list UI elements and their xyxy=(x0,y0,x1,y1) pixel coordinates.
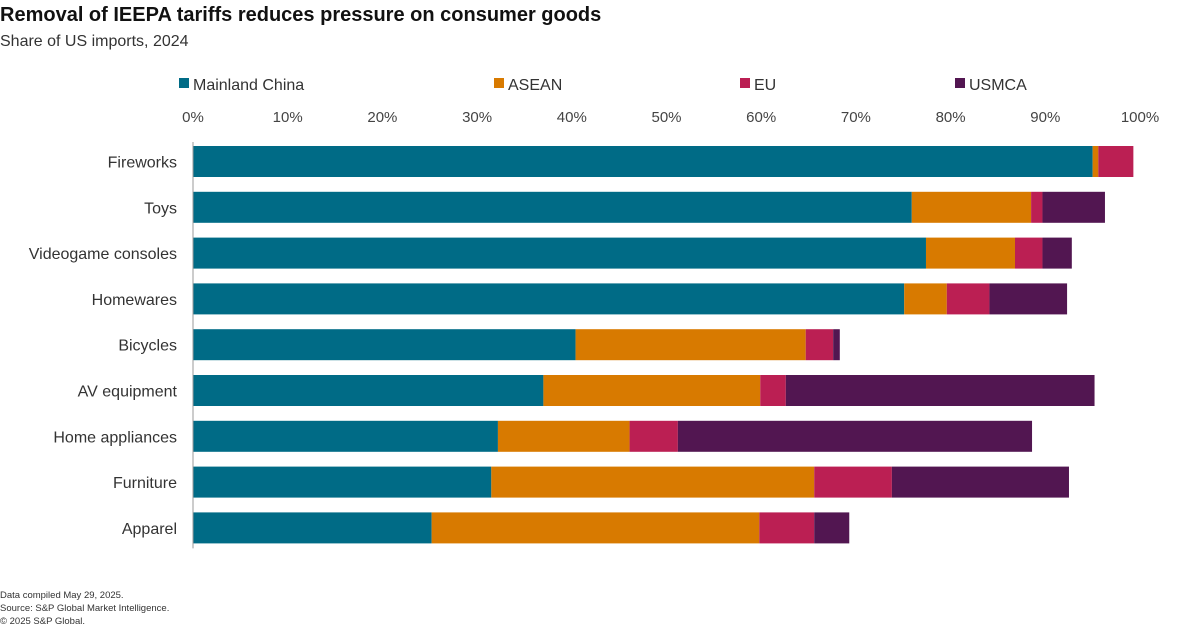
x-tick-label: 20% xyxy=(367,109,397,126)
bar-furniture-mainland-china xyxy=(193,466,492,498)
category-label-toys: Toys xyxy=(144,200,177,217)
x-tick-label: 50% xyxy=(651,109,681,126)
category-label-home-appliances: Home appliances xyxy=(53,429,177,446)
x-tick-label: 70% xyxy=(841,109,871,126)
bar-videogame-consoles-asean xyxy=(925,237,1015,269)
bar-av-equipment-eu xyxy=(760,375,786,406)
bar-av-equipment-asean xyxy=(543,375,761,406)
category-label-apparel: Apparel xyxy=(122,521,177,538)
category-label-homewares: Homewares xyxy=(92,292,177,309)
bar-homewares-mainland-china xyxy=(193,283,905,315)
x-tick-label: 100% xyxy=(1121,109,1159,126)
bars xyxy=(193,146,1134,544)
bar-bicycles-usmca xyxy=(833,329,840,361)
bar-bicycles-asean xyxy=(575,329,806,361)
bar-toys-usmca xyxy=(1042,191,1105,223)
x-axis-ticks: 0% 10% 20% 30% 40% 50% 60% 70% 80% 90% 100% xyxy=(182,109,1159,126)
x-tick-label: 0% xyxy=(182,109,204,126)
x-tick-label: 80% xyxy=(936,109,966,126)
bar-toys-mainland-china xyxy=(193,191,912,223)
footer-date: Data compiled May 29, 2025. xyxy=(0,590,124,601)
legend-swatch-usmca xyxy=(955,78,965,88)
bar-bicycles-eu xyxy=(805,329,834,361)
x-tick-label: 40% xyxy=(557,109,587,126)
category-labels: Fireworks Toys Videogame consoles Homewares… xyxy=(29,155,178,538)
bar-homewares-usmca xyxy=(989,283,1068,315)
bar-toys-asean xyxy=(911,191,1032,223)
legend-label-eu: EU xyxy=(754,77,776,94)
legend-swatch-asean xyxy=(494,78,504,88)
bar-apparel-eu xyxy=(759,512,815,544)
bar-av-equipment-mainland-china xyxy=(193,375,544,406)
bar-videogame-consoles-usmca xyxy=(1042,237,1072,269)
bar-fireworks-asean xyxy=(1092,146,1099,177)
bar-av-equipment-usmca xyxy=(785,375,1095,406)
category-label-videogame-consoles: Videogame consoles xyxy=(29,246,177,263)
bar-home-appliances-eu xyxy=(629,420,678,452)
category-label-av-equipment: AV equipment xyxy=(78,384,178,401)
category-label-fireworks: Fireworks xyxy=(108,155,177,172)
category-label-furniture: Furniture xyxy=(113,475,177,492)
stacked-bar-chart: Mainland China ASEAN EU USMCA 0% 10% 20% 30% 40… xyxy=(29,77,1159,549)
bar-toys-eu xyxy=(1031,191,1043,223)
footer-copyright: © 2025 S&P Global. xyxy=(0,616,85,627)
bar-videogame-consoles-eu xyxy=(1015,237,1043,269)
bar-home-appliances-asean xyxy=(497,420,630,452)
x-tick-label: 60% xyxy=(746,109,776,126)
bar-bicycles-mainland-china xyxy=(193,329,576,361)
x-tick-label: 90% xyxy=(1030,109,1060,126)
bar-homewares-eu xyxy=(946,283,990,315)
bar-home-appliances-mainland-china xyxy=(193,420,498,452)
legend: Mainland China ASEAN EU USMCA xyxy=(179,77,1027,94)
bar-apparel-asean xyxy=(431,512,760,544)
legend-swatch-mainland-china xyxy=(179,78,189,88)
x-tick-label: 10% xyxy=(273,109,303,126)
chart-subtitle: Share of US imports, 2024 xyxy=(0,33,189,50)
bar-videogame-consoles-mainland-china xyxy=(193,237,926,269)
legend-label-mainland-china: Mainland China xyxy=(193,77,304,94)
chart-title: Removal of IEEPA tariffs reduces pressur… xyxy=(0,4,602,26)
bar-home-appliances-usmca xyxy=(677,420,1033,452)
x-tick-label: 30% xyxy=(462,109,492,126)
bar-furniture-asean xyxy=(491,466,815,498)
bar-furniture-usmca xyxy=(891,466,1069,498)
bar-homewares-asean xyxy=(904,283,947,315)
category-label-bicycles: Bicycles xyxy=(118,338,177,355)
legend-label-usmca: USMCA xyxy=(969,77,1027,94)
bar-apparel-mainland-china xyxy=(193,512,432,544)
bar-furniture-eu xyxy=(814,466,892,498)
footer: Data compiled May 29, 2025. Source: S&P … xyxy=(0,589,169,628)
bar-fireworks-mainland-china xyxy=(193,146,1093,177)
legend-label-asean: ASEAN xyxy=(508,77,562,94)
legend-swatch-eu xyxy=(740,78,750,88)
bar-apparel-usmca xyxy=(814,512,850,544)
footer-source: Source: S&P Global Market Intelligence. xyxy=(0,603,170,614)
bar-fireworks-eu xyxy=(1098,146,1134,177)
